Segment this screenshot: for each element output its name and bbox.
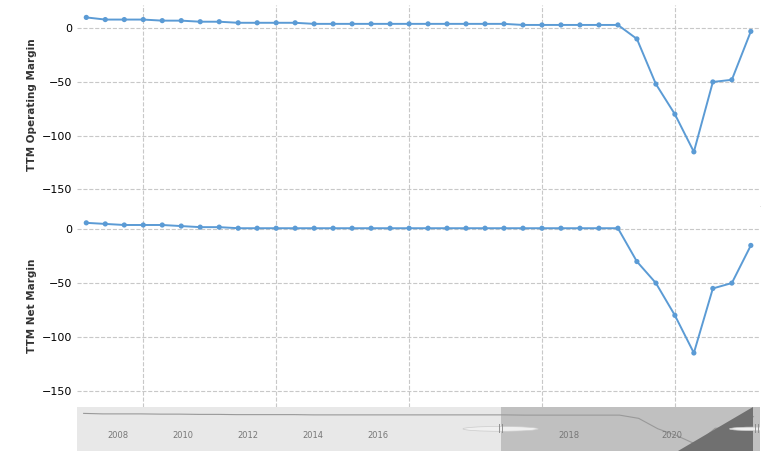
Point <box>441 225 453 232</box>
Point <box>80 219 92 226</box>
Point <box>707 285 719 292</box>
Point <box>194 224 207 231</box>
Point <box>498 225 510 232</box>
Circle shape <box>463 427 538 431</box>
Point <box>593 21 605 28</box>
Point <box>422 20 434 28</box>
Point <box>554 225 567 232</box>
Point <box>593 225 605 232</box>
Point <box>365 225 377 232</box>
Point <box>251 19 263 27</box>
Bar <box>501 407 760 451</box>
Text: 2016: 2016 <box>367 431 388 440</box>
Text: 2012: 2012 <box>237 431 258 440</box>
Point <box>687 350 700 357</box>
Point <box>194 18 207 25</box>
Point <box>650 80 662 87</box>
Point <box>118 221 131 229</box>
Point <box>213 224 225 231</box>
Point <box>289 19 301 27</box>
Point <box>384 225 396 232</box>
Point <box>422 225 434 232</box>
Point <box>118 16 131 23</box>
Point <box>650 280 662 287</box>
Point <box>270 225 283 232</box>
Point <box>327 225 339 232</box>
Point <box>175 222 187 230</box>
Point <box>745 28 757 35</box>
Y-axis label: TTM Operating Margin: TTM Operating Margin <box>28 39 38 171</box>
Point <box>631 258 643 265</box>
Point <box>232 225 244 232</box>
Point <box>156 17 168 24</box>
Point <box>99 16 111 23</box>
Text: 2008: 2008 <box>108 431 128 440</box>
Text: ||: || <box>754 424 760 433</box>
Point <box>270 19 283 27</box>
Point <box>536 21 548 28</box>
Point <box>669 312 681 319</box>
Point <box>441 20 453 28</box>
Point <box>687 148 700 156</box>
Point <box>403 225 415 232</box>
Point <box>669 110 681 118</box>
Point <box>517 225 529 232</box>
Point <box>80 14 92 21</box>
Text: ||: || <box>498 424 504 433</box>
Point <box>308 225 320 232</box>
Point <box>498 20 510 28</box>
Point <box>156 221 168 229</box>
Text: 2020: 2020 <box>661 431 682 440</box>
Point <box>536 225 548 232</box>
Point <box>403 20 415 28</box>
Point <box>99 220 111 227</box>
Text: 2014: 2014 <box>302 431 323 440</box>
Point <box>289 225 301 232</box>
Point <box>479 20 492 28</box>
Text: 2010: 2010 <box>172 431 194 440</box>
Point <box>554 21 567 28</box>
Point <box>346 20 358 28</box>
Point <box>479 225 492 232</box>
Point <box>137 16 150 23</box>
Polygon shape <box>678 407 753 451</box>
Point <box>308 20 320 28</box>
Point <box>251 225 263 232</box>
Point <box>384 20 396 28</box>
Point <box>346 225 358 232</box>
Point <box>232 19 244 27</box>
Point <box>460 225 472 232</box>
Point <box>213 18 225 25</box>
Point <box>517 21 529 28</box>
Point <box>574 225 586 232</box>
Point <box>137 221 150 229</box>
Circle shape <box>730 427 768 431</box>
Point <box>726 76 738 83</box>
Y-axis label: TTM Net Margin: TTM Net Margin <box>28 259 38 354</box>
Point <box>175 17 187 24</box>
Point <box>327 20 339 28</box>
Point <box>574 21 586 28</box>
Point <box>612 21 624 28</box>
Point <box>745 242 757 249</box>
Point <box>365 20 377 28</box>
Point <box>726 280 738 287</box>
Text: 2018: 2018 <box>558 431 580 440</box>
Point <box>707 78 719 86</box>
Point <box>460 20 472 28</box>
Point <box>612 225 624 232</box>
Point <box>631 35 643 42</box>
